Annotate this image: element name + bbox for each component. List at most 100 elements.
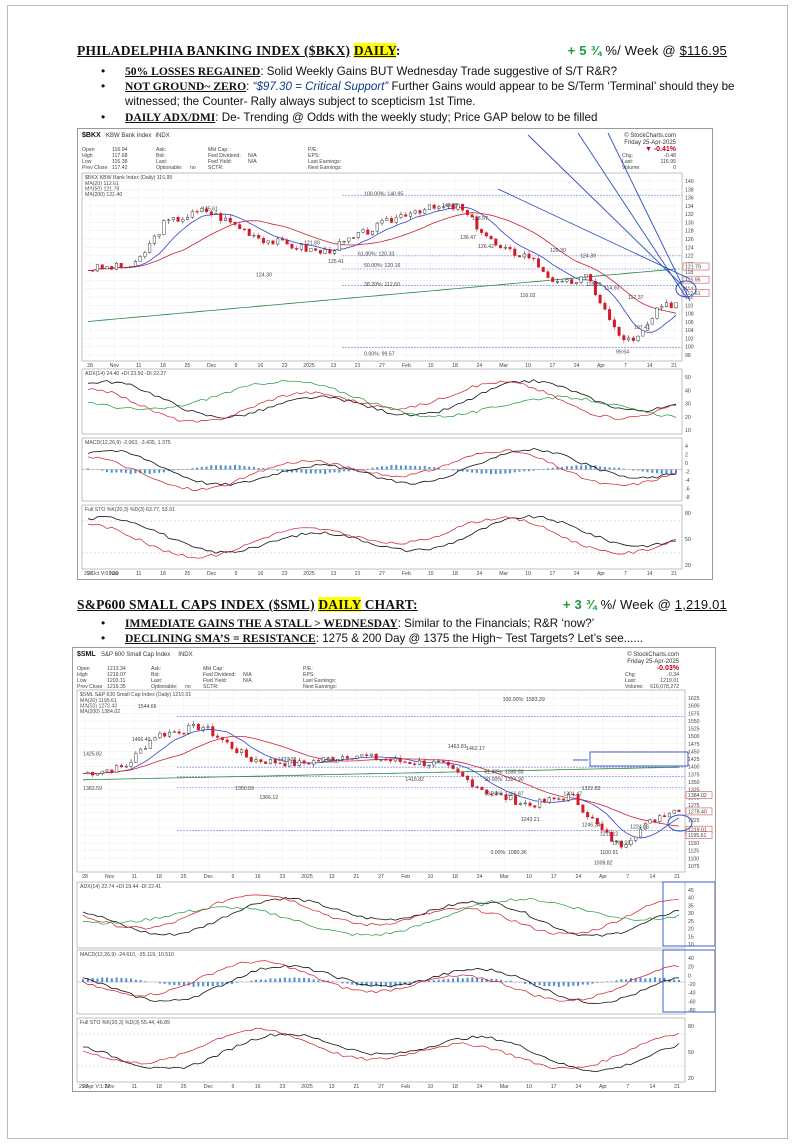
x-tick-label: Nov <box>105 1084 115 1090</box>
indicator-line <box>87 379 677 419</box>
macd-histogram-bar <box>187 982 190 986</box>
price-tag <box>685 807 713 816</box>
y-tick-label: 1125 <box>688 849 699 855</box>
candle-body <box>211 726 215 737</box>
candle-body <box>341 756 345 760</box>
candle-body <box>264 761 268 764</box>
header-field-value: N/A <box>243 678 252 684</box>
candle-body <box>456 768 460 773</box>
macd-histogram-bar <box>115 977 118 982</box>
annotation-box <box>589 751 689 767</box>
macd-histogram-bar <box>675 469 677 474</box>
macd-histogram-bar <box>129 469 132 475</box>
macd-histogram-bar <box>168 982 171 985</box>
chart-svg: $SML S&P 600 Small Cap Index INDX © StockCh… <box>76 651 715 1090</box>
candle-body <box>242 228 246 230</box>
x-tick-label: 27 <box>378 874 384 880</box>
indicator-line <box>87 514 677 554</box>
annotation-box <box>662 949 715 1013</box>
chart-watermark: © StockCharts.com <box>624 132 676 139</box>
candle-body <box>266 240 270 244</box>
page-frame <box>7 5 788 1139</box>
list-item: IMMEDIATE GAINS THE A STALL > WEDNESDAY:… <box>97 616 737 631</box>
header-field-value: 1219.01 <box>660 678 679 684</box>
x-tick-label: 27 <box>379 363 385 369</box>
candle-body <box>105 266 109 270</box>
candle-body <box>355 755 359 759</box>
header-field-value: 116.94 <box>112 147 128 153</box>
x-tick-label: 28 <box>82 874 88 880</box>
candle-body <box>385 218 389 221</box>
macd-histogram-bar <box>399 982 402 986</box>
candle-body <box>513 248 517 256</box>
macd-histogram-bar <box>86 978 89 982</box>
candle-body <box>380 220 384 224</box>
header-field-label: EPS: <box>303 672 315 678</box>
header-field-label: Open <box>77 666 90 672</box>
x-tick-label: 18 <box>156 1084 162 1090</box>
chart-pct-change: ▼ -0.41% <box>645 146 677 153</box>
macd-histogram-bar <box>504 981 507 982</box>
macd-histogram-bar <box>366 468 369 470</box>
candle-body <box>461 203 465 211</box>
macd-histogram-bar <box>452 978 455 982</box>
macd-histogram-bar <box>309 469 312 474</box>
header-field-label: Optionable: <box>156 165 183 171</box>
macd-histogram-bar <box>347 469 350 472</box>
chart-date: Friday 25-Apr-2025 <box>627 659 679 665</box>
macd-histogram-bar <box>471 977 474 982</box>
x-tick-label: 21 <box>674 1084 680 1090</box>
candle-body <box>518 803 522 805</box>
macd-histogram-bar <box>625 979 628 982</box>
candle-body <box>172 731 176 733</box>
candle-body <box>375 222 379 232</box>
annotation-line <box>577 132 687 298</box>
header-field-label: P/E: <box>303 666 313 672</box>
y-tick-label: 98 <box>685 353 691 359</box>
candle-body <box>314 248 318 251</box>
candle-body <box>643 822 647 830</box>
price-annotation: 1425.82 <box>83 752 102 758</box>
macd-histogram-bar <box>312 979 315 982</box>
price-annotation: 118.89 <box>586 282 602 288</box>
ma-legend: MA(50) 1278.40 <box>80 704 117 710</box>
candle-body <box>336 758 340 761</box>
x-tick-label: 14 <box>647 363 653 369</box>
x-tick-label: 21 <box>674 874 680 880</box>
indicator-line <box>82 1027 680 1069</box>
macd-histogram-bar <box>596 982 599 983</box>
candle-body <box>432 761 436 766</box>
price-annotation: 1350.69 <box>235 786 254 792</box>
macd-histogram-bar <box>186 468 189 470</box>
x-tick-label: Feb <box>401 1084 410 1090</box>
macd-histogram-bar <box>646 469 649 473</box>
x-tick-label: 23 <box>282 363 288 369</box>
macd-histogram-bar <box>371 467 374 470</box>
candle-body <box>665 302 669 307</box>
annotation-box <box>662 881 715 947</box>
y-tick-label: 2 <box>685 453 688 459</box>
section1-heading: PHILADELPHIA BANKING INDEX ($BKX) DAILY:… <box>77 43 727 58</box>
x-tick-label: 18 <box>160 363 166 369</box>
macd-histogram-bar <box>283 977 286 982</box>
macd-histogram-bar <box>629 978 632 982</box>
macd-histogram-bar <box>317 980 320 982</box>
macd-histogram-bar <box>394 982 397 987</box>
header-field-value: 117.42 <box>112 165 128 171</box>
macd-histogram-bar <box>96 978 99 982</box>
candle-body <box>634 836 638 841</box>
macd-histogram-bar <box>163 982 166 984</box>
candle-body <box>394 217 398 223</box>
macd-histogram-bar <box>172 469 175 471</box>
price-annotation: 121.89 <box>304 240 320 246</box>
x-tick-label: 17 <box>551 1084 557 1090</box>
macd-histogram-bar <box>333 469 336 473</box>
candle-body <box>432 204 436 209</box>
candle-body <box>360 754 364 757</box>
candle-body <box>508 247 512 250</box>
price-annotation: 136.47 <box>460 235 476 241</box>
indicator-legend: ADX(14) 22.74 +DI 19.44 -DI 22.41 <box>80 884 161 890</box>
macd-histogram-bar <box>572 982 575 986</box>
y-tick-label: 106 <box>685 320 694 326</box>
header-field-label: Low <box>82 159 92 165</box>
